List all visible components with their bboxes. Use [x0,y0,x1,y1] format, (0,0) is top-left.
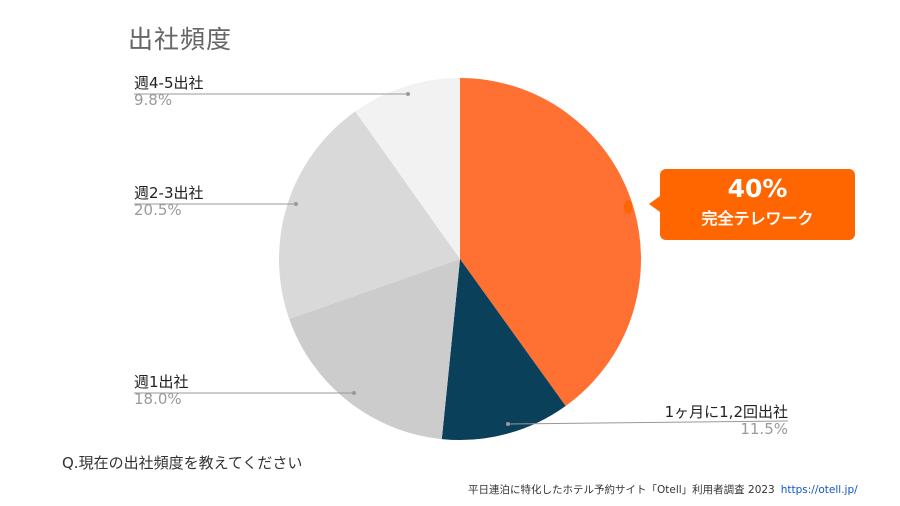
callout-marker [624,200,632,214]
callout-label: 完全テレワーク [701,209,814,228]
slice-value-weekly-2-3: 20.5% [134,201,182,220]
source-text: 平日連泊に特化したホテル予約サイト「Otell」利用者調査 2023 [468,484,775,496]
slice-value-weekly-1: 18.0% [134,390,182,409]
slice-label-weekly-1: 週1出社 [134,373,189,391]
callout-value: 40% [727,174,788,203]
source-note: 平日連泊に特化したホテル予約サイト「Otell」利用者調査 2023 https:… [468,482,858,497]
label-monthly-1-2: 1ヶ月に1,2回出社 11.5% [600,403,788,439]
leader-weekly-2-3-dot [294,202,298,206]
survey-question: Q.現在の出社頻度を教えてください [62,454,303,472]
label-weekly-2-3: 週2-3出社 20.5% [134,184,204,220]
label-weekly-1: 週1出社 18.0% [134,373,189,409]
slice-label-weekly-4-5: 週4-5出社 [134,74,204,92]
slice-label-weekly-2-3: 週2-3出社 [134,184,204,202]
slice-monthly-1-2 [441,259,566,440]
telework-callout: 40% 完全テレワーク [649,169,855,240]
source-link[interactable]: https://otell.jp/ [780,484,858,496]
leader-weekly-4-5-dot [406,92,410,96]
slice-weekly-4-5 [355,78,460,259]
label-weekly-4-5: 週4-5出社 9.8% [134,74,204,110]
leader-monthly-1-2-dot [506,422,510,426]
slice-value-weekly-4-5: 9.8% [134,91,173,110]
slice-value-monthly-1-2: 11.5% [740,420,788,439]
chart-title: 出社頻度 [128,25,233,54]
slice-full-telework [460,78,642,406]
slice-label-monthly-1-2: 1ヶ月に1,2回出社 [664,403,788,421]
slice-weekly-2-3 [279,111,460,319]
leader-monthly-1-2 [507,420,789,425]
leader-weekly-1-dot [352,391,356,395]
slice-weekly-1 [289,259,460,440]
